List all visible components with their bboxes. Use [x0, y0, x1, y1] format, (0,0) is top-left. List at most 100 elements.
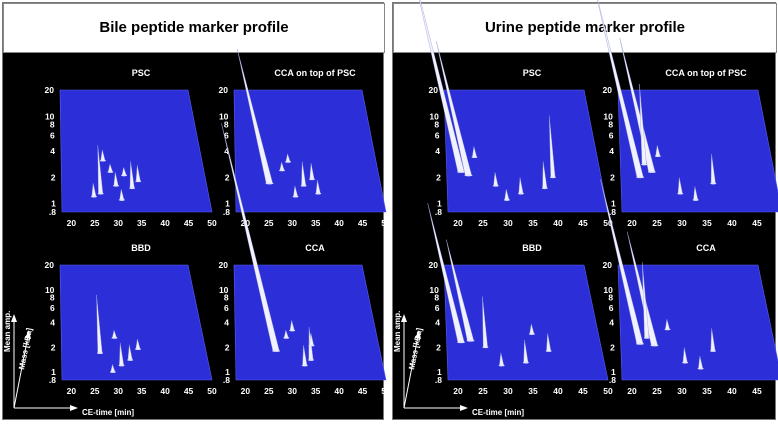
bile-psc-peak-base — [118, 199, 125, 201]
bile-bbd-ytick: 4 — [50, 318, 55, 328]
bile-cca-title: CCA — [305, 243, 325, 253]
bile-cca-on-top-of-psc-ytick: .8 — [223, 207, 230, 217]
urine-cca-on-top-of-psc-ytick: 10 — [603, 111, 613, 121]
bile-bbd-xtick: 20 — [67, 386, 77, 396]
bile-psc-peak-base — [97, 192, 104, 195]
bile-psc-ytick: 20 — [45, 85, 55, 95]
urine-psc-ytick: 4 — [435, 146, 440, 156]
bile-psc-peak-base — [107, 171, 114, 173]
bile-cca-on-top-of-psc-ytick: 4 — [224, 146, 229, 156]
urine-bbd-xtick: 20 — [453, 386, 463, 396]
bile-cca-on-top-of-psc-xtick: 45 — [358, 218, 368, 228]
mean-amp-label-right: Mean amp. — [393, 311, 402, 352]
bile-cca-xtick: 45 — [358, 386, 368, 396]
urine-cca-on-top-of-psc-peak-base — [654, 155, 661, 157]
axis-legend-left: Mean amp. Mass [kDa] CE-time [min] — [3, 311, 134, 417]
urine-bbd-xtick: 50 — [603, 386, 613, 396]
bile-cca-peak-base — [289, 329, 296, 332]
ce-time-label-left: CE-time [min] — [82, 408, 134, 417]
urine-psc-xtick: 35 — [528, 218, 538, 228]
urine-cca-on-top-of-psc-peak-base — [677, 192, 684, 195]
bile-psc-xtick: 20 — [67, 218, 77, 228]
urine-bbd-ytick: 1 — [437, 367, 442, 377]
urine-bbd-ytick: .8 — [435, 375, 442, 385]
bile-bbd-ytick: 10 — [45, 285, 55, 295]
urine-cca-peak-base — [664, 328, 671, 331]
bile-cca-peak-base — [301, 364, 308, 367]
bile-cca-xtick: 30 — [288, 386, 298, 396]
urine-psc-xtick: 40 — [553, 218, 563, 228]
bile-psc-ytick: 1 — [51, 199, 56, 209]
bile-bbd-ytick: 6 — [50, 303, 55, 313]
bile-psc-peak-base — [121, 174, 128, 177]
urine-psc-ytick: 10 — [429, 111, 439, 121]
urine-psc-peak-base — [457, 171, 466, 173]
bile-cca-on-top-of-psc-peak-base — [292, 195, 299, 198]
urine-cca-ytick: 8 — [608, 293, 613, 303]
bile-bbd-ytick: 8 — [50, 293, 55, 303]
urine-cca-title: CCA — [696, 243, 716, 253]
bile-cca-ytick: .8 — [223, 375, 230, 385]
bile-bbd-ytick: .8 — [49, 375, 56, 385]
bile-cca-peak-base — [283, 336, 290, 339]
bile-cca-on-top-of-psc-title: CCA on top of PSC — [274, 68, 356, 78]
bile-panel-title: Bile peptide marker profile — [3, 3, 385, 53]
urine-cca-on-top-of-psc-ytick: 8 — [608, 120, 613, 130]
mass-label-left: Mass [kDa] — [17, 327, 34, 371]
urine-cca-ytick: 10 — [603, 285, 613, 295]
bile-psc-ytick: .8 — [49, 207, 56, 217]
bile-bbd-peak-base — [127, 359, 134, 361]
bile-cca-peak-base — [272, 350, 281, 352]
urine-psc-title: PSC — [523, 68, 542, 78]
bile-psc-peak-base — [135, 180, 142, 183]
bile-bbd-ytick: 20 — [45, 260, 55, 270]
bile-bbd-xtick: 25 — [90, 386, 100, 396]
bile-cca-ytick: 1 — [225, 367, 230, 377]
bile-cca-on-top-of-psc-xtick: 30 — [288, 218, 298, 228]
bile-cca-xtick: 20 — [241, 386, 251, 396]
bile-psc-xtick: 30 — [114, 218, 124, 228]
urine-cca-on-top-of-psc-xtick: 30 — [677, 218, 687, 228]
urine-psc-peak-base — [541, 187, 548, 190]
urine-cca-ytick: 20 — [603, 260, 613, 270]
bile-cca-xtick: 50 — [381, 386, 391, 396]
urine-bbd-xtick: 25 — [478, 386, 488, 396]
bile-cca-peak-base — [308, 344, 315, 347]
bile-bbd-peak-base — [135, 348, 142, 350]
urine-cca-on-top-of-psc-xtick: 25 — [652, 218, 662, 228]
urine-bbd-ytick: 8 — [434, 293, 439, 303]
ce-time-label-right: CE-time [min] — [472, 408, 524, 417]
bile-psc-peak-base — [99, 159, 106, 162]
urine-cca-ytick: .8 — [609, 375, 616, 385]
urine-panel-title: Urine peptide marker profile — [393, 3, 777, 53]
urine-cca-on-top-of-psc-title: CCA on top of PSC — [665, 68, 747, 78]
urine-cca-on-top-of-psc-peak-base — [692, 199, 699, 201]
urine-psc-ytick: 2 — [436, 172, 441, 182]
urine-cca-on-top-of-psc-xtick: 40 — [727, 218, 737, 228]
urine-psc-ytick: 6 — [435, 131, 440, 141]
urine-cca-xtick: 45 — [752, 386, 762, 396]
mean-amp-label-left: Mean amp. — [3, 311, 12, 352]
urine-psc-peak-base — [464, 174, 473, 177]
bile-cca-on-top-of-psc-ytick: 10 — [219, 111, 229, 121]
bile-cca-on-top-of-psc-xtick: 50 — [381, 218, 391, 228]
urine-psc-plane — [443, 89, 609, 213]
urine-cca-xtick: 40 — [727, 386, 737, 396]
bile-cca-on-top-of-psc-ytick: 6 — [224, 131, 229, 141]
bile-cca-on-top-of-psc-ytick: 8 — [224, 120, 229, 130]
urine-bbd-xtick: 40 — [553, 386, 563, 396]
urine-cca-on-top-of-psc-ytick: .8 — [609, 207, 616, 217]
bile-psc-xtick: 35 — [137, 218, 147, 228]
urine-bbd-peak-base — [498, 364, 505, 367]
bile-psc-xtick: 45 — [184, 218, 194, 228]
urine-bbd-xtick: 30 — [503, 386, 513, 396]
bile-cca-xtick: 35 — [311, 386, 321, 396]
urine-bbd-xtick: 45 — [578, 386, 588, 396]
urine-bbd-peak-base — [528, 333, 535, 335]
bile-bbd-xtick: 35 — [137, 386, 147, 396]
bile-bbd-plane — [59, 264, 213, 381]
